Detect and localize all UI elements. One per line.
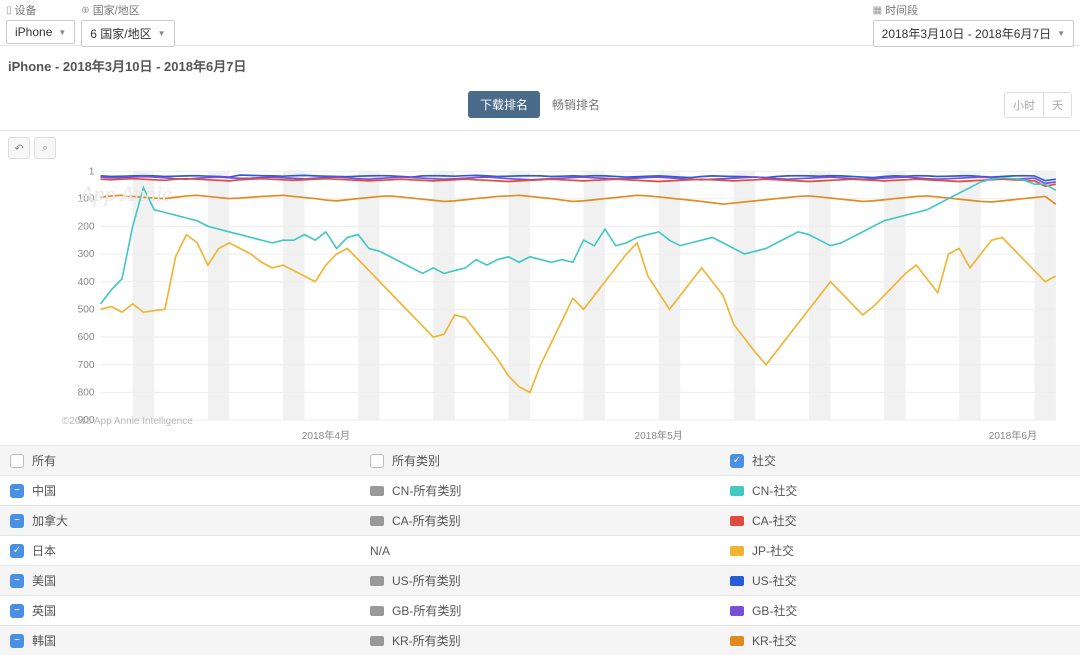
undo-button[interactable]: ↶ <box>8 137 30 159</box>
filter-bar: ▯设备 iPhone▼ ⊕ 国家/地区 6 国家/地区▼ ▦时间段 2018年3月… <box>0 0 1080 46</box>
checkbox[interactable]: ✓ <box>10 544 24 558</box>
col-social: 社交 <box>752 452 776 469</box>
chevron-down-icon: ▼ <box>158 29 166 38</box>
period-select[interactable]: 2018年3月10日 - 2018年6月7日▼ <box>873 20 1074 47</box>
legend-row: −美国 US-所有类别 US-社交 <box>0 566 1080 596</box>
legend-country: 美国 <box>32 572 56 589</box>
col-all-cat: 所有类别 <box>392 452 440 469</box>
swatch <box>370 486 384 496</box>
copyright: ©2018 App Annie Intelligence <box>62 416 193 427</box>
period-filter: ▦时间段 2018年3月10日 - 2018年6月7日▼ <box>873 0 1074 45</box>
checkbox[interactable]: − <box>10 484 24 498</box>
tab-download[interactable]: 下载排名 <box>468 91 540 118</box>
legend-cat: US-所有类别 <box>392 572 461 589</box>
legend-country: 英国 <box>32 602 56 619</box>
chevron-down-icon: ▼ <box>1057 29 1065 38</box>
grain-day[interactable]: 天 <box>1043 93 1071 117</box>
svg-text:300: 300 <box>78 249 95 260</box>
legend-row: −英国 GB-所有类别 GB-社交 <box>0 596 1080 626</box>
legend-cat: CN-所有类别 <box>392 482 461 499</box>
svg-text:2018年6月: 2018年6月 <box>989 429 1037 442</box>
grain-hour[interactable]: 小时 <box>1005 93 1043 117</box>
checkbox[interactable]: ✓ <box>730 454 744 468</box>
svg-text:800: 800 <box>78 387 95 398</box>
checkbox[interactable]: − <box>10 574 24 588</box>
legend-social: CA-社交 <box>752 512 797 529</box>
svg-text:2018年4月: 2018年4月 <box>302 429 350 442</box>
legend-country: 日本 <box>32 542 56 559</box>
svg-text:700: 700 <box>78 360 95 371</box>
rank-chart: App Annie ©2018 App Annie Intelligence 1… <box>0 165 1080 445</box>
svg-text:1: 1 <box>89 166 95 177</box>
legend-row: −加拿大 CA-所有类别 CA-社交 <box>0 506 1080 536</box>
device-select[interactable]: iPhone▼ <box>6 20 75 44</box>
legend-cat: CA-所有类别 <box>392 512 461 529</box>
legend-row: −中国 CN-所有类别 CN-社交 <box>0 476 1080 506</box>
globe-icon: ⊕ <box>81 5 89 16</box>
legend-cat: GB-所有类别 <box>392 602 461 619</box>
legend-country: 加拿大 <box>32 512 68 529</box>
device-filter: ▯设备 iPhone▼ <box>6 0 75 45</box>
swatch <box>370 516 384 526</box>
device-filter-label: 设备 <box>15 2 37 18</box>
swatch <box>370 576 384 586</box>
device-icon: ▯ <box>6 5 12 16</box>
legend-social: GB-社交 <box>752 602 797 619</box>
zoom-button[interactable]: ⌕ <box>34 137 56 159</box>
swatch <box>730 546 744 556</box>
swatch <box>730 606 744 616</box>
svg-text:100: 100 <box>78 194 95 205</box>
legend-row: ✓ 日本 N/A JP-社交 <box>0 536 1080 566</box>
col-all: 所有 <box>32 452 56 469</box>
time-grain-toggle: 小时 天 <box>1004 92 1072 118</box>
calendar-icon: ▦ <box>873 5 882 16</box>
legend-social: JP-社交 <box>752 542 794 559</box>
legend-row: −韩国 KR-所有类别 KR-社交 <box>0 626 1080 655</box>
swatch <box>730 486 744 496</box>
legend-table: 所有 所有类别 ✓社交 −中国 CN-所有类别 CN-社交 −加拿大 CA-所有… <box>0 445 1080 655</box>
svg-text:200: 200 <box>78 221 95 232</box>
svg-text:400: 400 <box>78 277 95 288</box>
page-subtitle: iPhone - 2018年3月10日 - 2018年6月7日 <box>0 46 1080 85</box>
checkbox[interactable] <box>10 454 24 468</box>
country-filter: ⊕ 国家/地区 6 国家/地区▼ <box>81 0 174 45</box>
svg-text:2018年5月: 2018年5月 <box>635 429 683 442</box>
swatch <box>730 576 744 586</box>
country-select[interactable]: 6 国家/地区▼ <box>81 20 174 47</box>
tab-grossing[interactable]: 畅销排名 <box>540 91 612 118</box>
period-filter-label: 时间段 <box>885 2 918 18</box>
checkbox[interactable]: − <box>10 604 24 618</box>
legend-country: 中国 <box>32 482 56 499</box>
rank-tabs: 下载排名 畅销排名 小时 天 <box>0 85 1080 131</box>
chevron-down-icon: ▼ <box>58 28 66 37</box>
checkbox[interactable]: − <box>10 514 24 528</box>
legend-social: CN-社交 <box>752 482 797 499</box>
legend-social: US-社交 <box>752 572 797 589</box>
swatch <box>370 606 384 616</box>
svg-text:600: 600 <box>78 332 95 343</box>
country-filter-label: 国家/地区 <box>93 2 140 18</box>
svg-text:500: 500 <box>78 304 95 315</box>
chart-toolbar: ↶ ⌕ <box>0 131 1080 165</box>
legend-cat: N/A <box>370 544 390 558</box>
checkbox[interactable] <box>370 454 384 468</box>
legend-header: 所有 所有类别 ✓ 社交 <box>0 446 1080 476</box>
swatch <box>730 516 744 526</box>
